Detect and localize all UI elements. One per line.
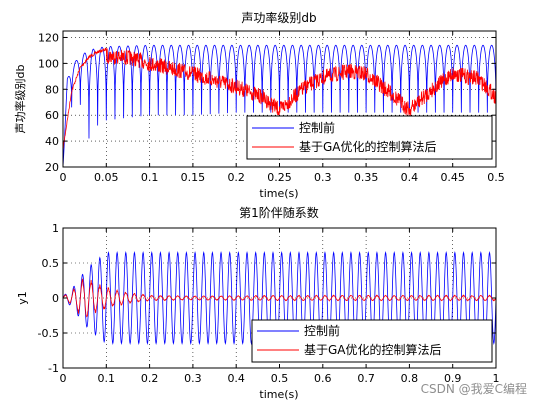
top-legend-label-after: 基于GA优化的控制算法后 xyxy=(299,139,437,154)
bottom-axes: 0 0.1 0.2 0.3 0.4 0.5 0.6 0.7 0.8 0.9 1 -1 -0.5 0 0.5 1… xyxy=(16,205,500,401)
top-legend-box xyxy=(246,115,493,160)
bottom-legend: 控制前 基于GA优化的控制算法后 xyxy=(251,319,493,363)
bottom-legend-label-before: 控制前 xyxy=(304,323,340,338)
top-legend: 控制前 基于GA优化的控制算法后 xyxy=(246,115,493,160)
top-y-axis-label: 声功率级别db xyxy=(13,65,27,134)
x-tick-label: 0.25 xyxy=(267,171,292,184)
x-tick-label: 0.05 xyxy=(94,171,119,184)
y-tick-label: 40 xyxy=(45,135,59,148)
y-tick-label: 0 xyxy=(52,292,59,305)
bottom-ticks: 0 0.1 0.2 0.3 0.4 0.5 0.6 0.7 0.8 0.9 1 -1 -0.5 0 0.5 1 xyxy=(38,222,500,385)
x-tick-label: 0.3 xyxy=(314,171,332,184)
y-tick-label: 1 xyxy=(52,222,59,235)
bottom-y-axis-label: y1 xyxy=(16,291,29,305)
top-x-axis-label: time(s) xyxy=(259,187,298,200)
y-tick-label: 100 xyxy=(38,57,59,70)
x-tick-label: 0 xyxy=(60,171,67,184)
x-tick-label: 0.5 xyxy=(271,372,289,385)
top-chart-title: 声功率级别db xyxy=(241,10,316,25)
x-tick-label: 0.9 xyxy=(444,372,462,385)
x-tick-label: 0.4 xyxy=(227,372,245,385)
bottom-chart-title: 第1阶伴随系数 xyxy=(239,205,319,220)
watermark: CSDN @我爱C编程 xyxy=(421,381,527,396)
x-tick-label: 0.4 xyxy=(401,171,419,184)
x-tick-label: 0.2 xyxy=(141,372,159,385)
x-tick-label: 0.35 xyxy=(354,171,379,184)
top-legend-label-before: 控制前 xyxy=(299,120,335,135)
x-tick-label: 0.7 xyxy=(357,372,375,385)
y-tick-label: 0.5 xyxy=(42,257,60,270)
y-tick-label: 20 xyxy=(45,161,59,174)
y-tick-label: 120 xyxy=(38,31,59,44)
x-tick-label: 0.6 xyxy=(314,372,332,385)
bottom-legend-box xyxy=(251,319,493,363)
x-tick-label: 0.1 xyxy=(98,372,116,385)
bottom-legend-label-after: 基于GA优化的控制算法后 xyxy=(304,342,442,357)
y-tick-label: 80 xyxy=(45,83,59,96)
x-tick-label: 0.2 xyxy=(227,171,245,184)
bottom-x-axis-label: time(s) xyxy=(259,388,298,401)
series-line-after xyxy=(62,47,497,149)
x-tick-label: 0.5 xyxy=(487,171,505,184)
x-tick-label: 1 xyxy=(493,372,500,385)
y-tick-label: 60 xyxy=(45,109,59,122)
x-tick-label: 0.3 xyxy=(184,372,202,385)
x-tick-label: 0.15 xyxy=(181,171,206,184)
x-tick-label: 0.45 xyxy=(440,171,465,184)
series-line-after xyxy=(62,278,497,318)
y-tick-label: -0.5 xyxy=(38,327,59,340)
x-tick-label: 0 xyxy=(60,372,67,385)
top-axes: 0 0.05 0.1 0.15 0.2 0.25 0.3 0.35 0.4 0.45 0.5 20 40… xyxy=(13,10,505,200)
y-tick-label: -1 xyxy=(48,362,59,375)
x-tick-label: 0.8 xyxy=(401,372,419,385)
top-series xyxy=(62,44,497,168)
x-tick-label: 0.1 xyxy=(141,171,159,184)
top-ticks: 0 0.05 0.1 0.15 0.2 0.25 0.3 0.35 0.4 0.45 0.5 20 40… xyxy=(38,31,505,184)
